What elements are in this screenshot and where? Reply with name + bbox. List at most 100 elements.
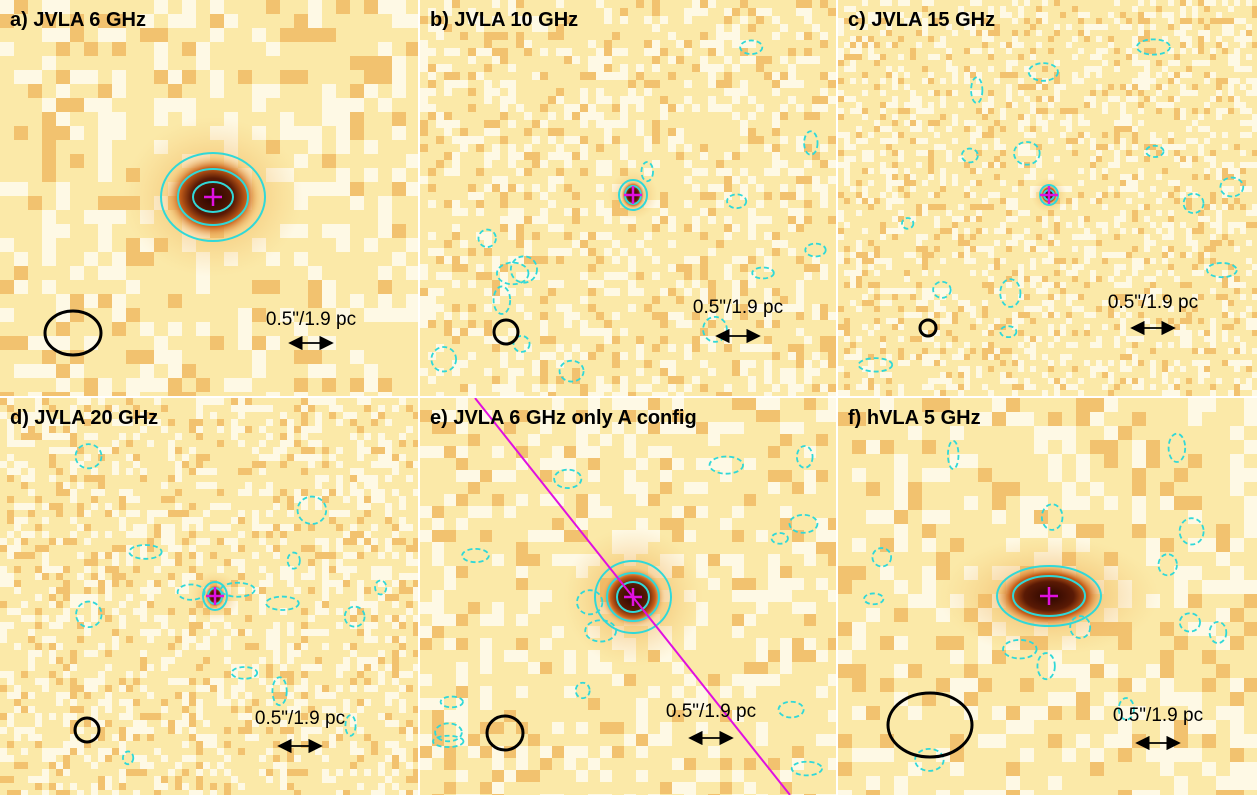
pixel (364, 70, 378, 84)
pixel (189, 503, 196, 510)
pixel (852, 748, 866, 762)
pixel (42, 776, 49, 783)
pixel (280, 112, 294, 126)
pixel (788, 304, 796, 312)
pixel (444, 758, 456, 770)
pixel (14, 524, 21, 531)
pixel (238, 713, 245, 720)
pixel (964, 378, 970, 384)
pixel (175, 776, 182, 783)
pixel (1072, 270, 1078, 276)
pixel (35, 545, 42, 552)
pixel (548, 184, 556, 192)
pixel (1186, 390, 1192, 396)
pixel (456, 638, 468, 650)
pixel (1000, 42, 1006, 48)
pixel (378, 98, 392, 112)
pixel (147, 510, 154, 517)
pixel (1144, 18, 1150, 24)
pixel (287, 419, 294, 426)
pixel (480, 662, 492, 674)
pixel (1144, 318, 1150, 324)
pixel (524, 144, 532, 152)
pixel (140, 629, 147, 636)
pixel (732, 8, 740, 16)
pixel (1252, 162, 1257, 168)
pixel (812, 56, 820, 64)
pixel (1030, 48, 1036, 54)
pixel (540, 320, 548, 328)
pixel (1048, 306, 1054, 312)
pixel (140, 524, 147, 531)
pixel (444, 240, 452, 248)
pixel (1024, 0, 1030, 6)
pixel (660, 446, 672, 458)
pixel (668, 104, 676, 112)
pixel (329, 405, 336, 412)
pixel (406, 426, 413, 433)
pixel (224, 538, 231, 545)
pixel (420, 272, 428, 280)
pixel (1054, 60, 1060, 66)
pixel (1036, 276, 1042, 282)
pixel (336, 524, 343, 531)
pixel (1132, 144, 1138, 150)
pixel (916, 336, 922, 342)
pixel (1018, 180, 1024, 186)
pixel (856, 54, 862, 60)
pixel (1120, 360, 1126, 366)
pixel (1222, 324, 1228, 330)
pixel (952, 216, 958, 222)
pixel (112, 42, 126, 56)
pixel (77, 510, 84, 517)
pixel (1240, 42, 1246, 48)
pixel (612, 288, 620, 296)
pixel (371, 573, 378, 580)
pixel (894, 608, 908, 622)
pixel (1246, 0, 1252, 6)
pixel (84, 42, 98, 56)
pixel (820, 160, 828, 168)
pixel (880, 510, 894, 524)
pixel (500, 104, 508, 112)
pixel (484, 48, 492, 56)
pixel (1042, 354, 1048, 360)
pixel (1186, 204, 1192, 210)
pixel (432, 710, 444, 722)
pixel (1102, 132, 1108, 138)
pixel (804, 56, 812, 64)
pixel (14, 580, 21, 587)
pixel (105, 755, 112, 762)
pixel (792, 530, 804, 542)
pixel (852, 636, 866, 650)
pixel (1252, 372, 1257, 378)
pixel (1114, 192, 1120, 198)
pixel (280, 538, 287, 545)
pixel (1138, 228, 1144, 234)
pixel (1096, 360, 1102, 366)
pixel (1018, 150, 1024, 156)
pixel (357, 699, 364, 706)
pixel (196, 468, 203, 475)
pixel (1180, 114, 1186, 120)
pixel (516, 650, 528, 662)
pixel (168, 322, 182, 336)
pixel (1162, 192, 1168, 198)
pixel (1234, 222, 1240, 228)
pixel (880, 162, 886, 168)
pixel (874, 198, 880, 204)
pixel (556, 144, 564, 152)
pixel (1252, 42, 1257, 48)
pixel (660, 312, 668, 320)
pixel (1036, 18, 1042, 24)
pixel (708, 104, 716, 112)
pixel (838, 150, 844, 156)
pixel (1006, 210, 1012, 216)
pixel (7, 552, 14, 559)
pixel (880, 0, 886, 6)
pixel (1114, 264, 1120, 270)
pixel (1210, 234, 1216, 240)
pixel (444, 328, 452, 336)
pixel (540, 296, 548, 304)
pixel (946, 60, 952, 66)
